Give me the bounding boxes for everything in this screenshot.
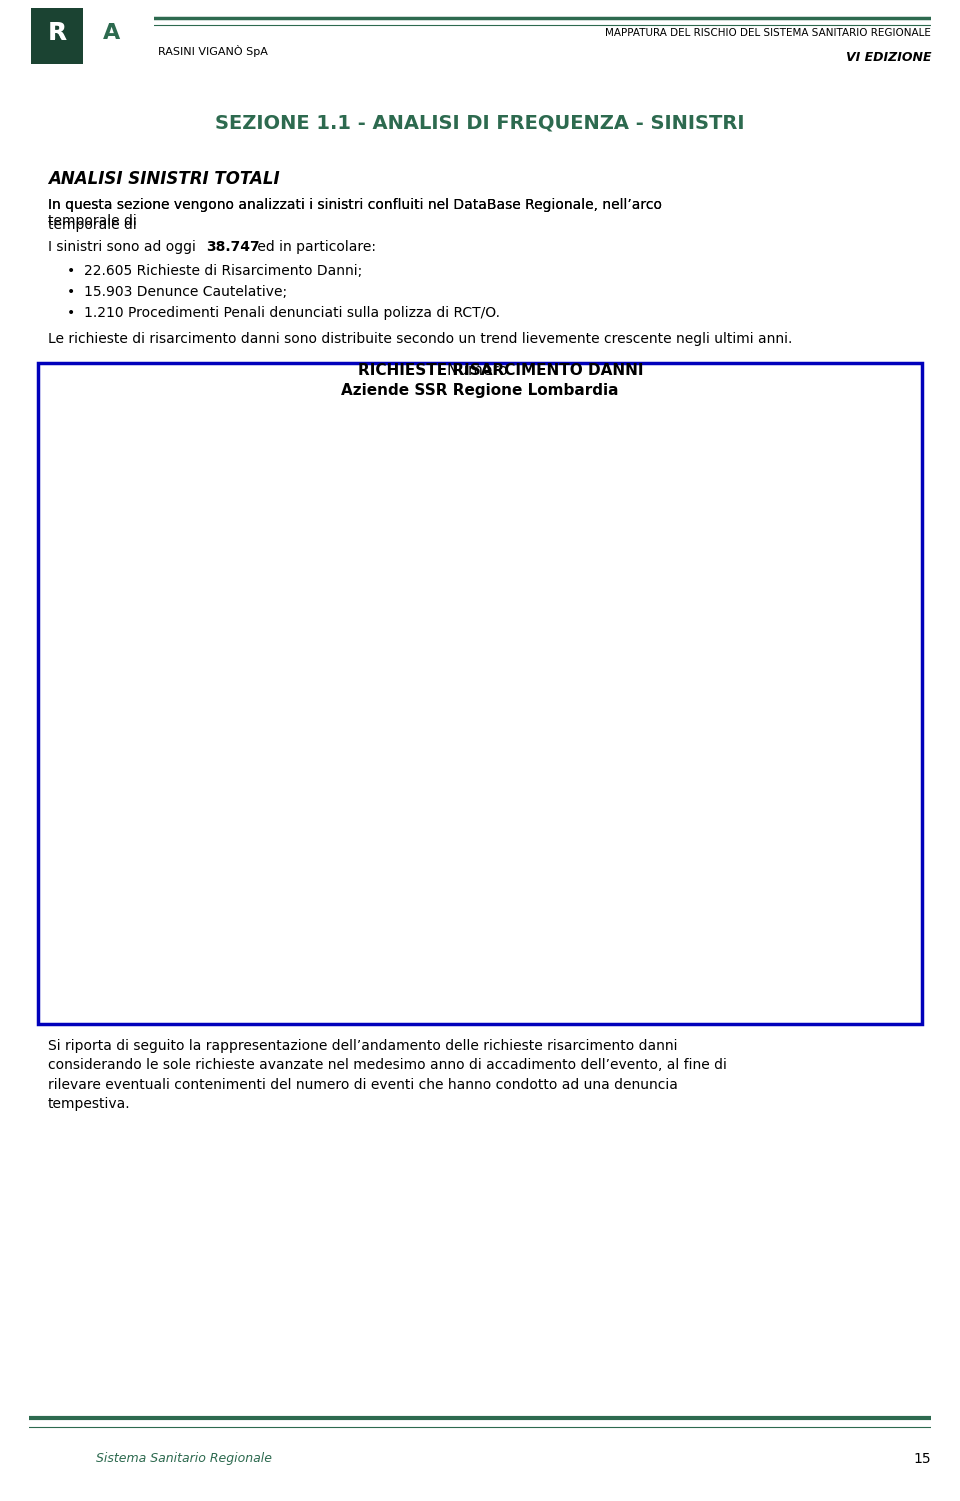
Bar (519, 503, 521, 998)
Bar (638, 495, 677, 998)
Ellipse shape (861, 980, 900, 991)
Bar (861, 459, 900, 998)
Text: ANALISI SINISTRI TOTALI: ANALISI SINISTRI TOTALI (48, 170, 279, 188)
Text: 2.012: 2.012 (342, 500, 378, 513)
Bar (648, 495, 653, 998)
Bar (872, 459, 876, 998)
Bar (564, 507, 603, 998)
Bar (266, 498, 305, 998)
Text: Si riporta di seguito la rappresentazione dell’andamento delle richieste risarci: Si riporta di seguito la rappresentazion… (48, 1039, 678, 1052)
Text: tempestiva.: tempestiva. (48, 1097, 131, 1111)
Bar (499, 503, 504, 998)
Text: 38.747: 38.747 (206, 240, 260, 254)
Text: rilevare eventuali contenimenti del numero di eventi che hanno condotto ad una d: rilevare eventuali contenimenti del nume… (48, 1078, 678, 1091)
Bar (96, 985, 922, 998)
Ellipse shape (415, 531, 454, 545)
Text: Sistema Sanitario Regionale: Sistema Sanitario Regionale (96, 1453, 272, 1465)
Bar (574, 507, 579, 998)
Bar (147, 615, 150, 998)
Text: 2.013: 2.013 (194, 500, 229, 512)
Ellipse shape (266, 980, 305, 991)
Bar (787, 467, 826, 998)
Bar (817, 467, 819, 998)
Text: I sinistri sono ad oggi: I sinistri sono ad oggi (48, 240, 201, 254)
Bar (668, 495, 670, 998)
Text: 1.940: 1.940 (417, 516, 452, 530)
Bar (891, 459, 894, 998)
Ellipse shape (415, 980, 454, 991)
Text: Le richieste di risarcimento danni sono distribuite secondo un trend lievemente : Le richieste di risarcimento danni sono … (48, 332, 792, 345)
Bar (296, 498, 299, 998)
Bar (350, 521, 355, 998)
Bar (742, 492, 745, 998)
Ellipse shape (787, 980, 826, 991)
Text: In questa sezione vengono analizzati i sinistri confluiti nel DataBase Regionale: In questa sezione vengono analizzati i s… (48, 198, 662, 212)
Bar (117, 615, 156, 998)
Ellipse shape (341, 980, 379, 991)
Bar (222, 521, 225, 998)
Bar (444, 537, 447, 998)
Text: R: R (48, 21, 67, 45)
Bar (192, 521, 230, 998)
Bar (341, 521, 379, 998)
Text: •  15.903 Denunce Cautelative;: • 15.903 Denunce Cautelative; (67, 285, 287, 299)
Text: 2.133: 2.133 (714, 471, 750, 483)
Text: A: A (103, 23, 120, 44)
Text: 2.239: 2.239 (788, 446, 824, 459)
Text: considerando le sole richieste avanzate nel medesimo anno di accadimento dell’ev: considerando le sole richieste avanzate … (48, 1058, 727, 1072)
Ellipse shape (490, 980, 528, 991)
Text: 2.088: 2.088 (491, 482, 527, 495)
Ellipse shape (638, 980, 677, 991)
Ellipse shape (638, 489, 677, 501)
Text: 15: 15 (914, 1451, 931, 1466)
Text: Numero: Numero (447, 363, 513, 378)
Text: R: R (49, 23, 66, 44)
Text: 2.120: 2.120 (639, 474, 676, 488)
Text: temporale di: temporale di (48, 218, 141, 231)
Bar (593, 507, 596, 998)
Bar (797, 467, 802, 998)
Bar (128, 615, 132, 998)
Ellipse shape (712, 486, 752, 498)
Ellipse shape (564, 980, 603, 991)
Bar (723, 492, 728, 998)
Text: 2.105: 2.105 (268, 477, 303, 491)
Text: •  1.210 Procedimenti Penali denunciati sulla polizza di RCT/O.: • 1.210 Procedimenti Penali denunciati s… (67, 306, 500, 320)
Ellipse shape (861, 453, 900, 467)
Ellipse shape (192, 515, 230, 527)
Ellipse shape (341, 515, 379, 527)
Text: RASINI VIGANÒ SpA: RASINI VIGANÒ SpA (158, 45, 268, 57)
Ellipse shape (564, 500, 603, 513)
Text: 1.612: 1.612 (119, 594, 155, 608)
Text: VI EDIZIONE: VI EDIZIONE (846, 51, 931, 63)
Text: 2.072: 2.072 (565, 485, 601, 498)
Text: In questa sezione vengono analizzati i sinistri confluiti nel DataBase Regionale: In questa sezione vengono analizzati i s… (48, 198, 662, 228)
Ellipse shape (117, 980, 156, 991)
Ellipse shape (192, 980, 230, 991)
Text: A: A (94, 21, 113, 45)
Bar (202, 521, 206, 998)
Bar (490, 503, 528, 998)
Bar (425, 537, 430, 998)
Text: SEZIONE 1.1 - ANALISI DI FREQUENZA - SINISTRI: SEZIONE 1.1 - ANALISI DI FREQUENZA - SIN… (215, 114, 745, 132)
Ellipse shape (712, 980, 752, 991)
Bar (276, 498, 281, 998)
Ellipse shape (787, 461, 826, 474)
Ellipse shape (490, 497, 528, 509)
Ellipse shape (266, 492, 305, 506)
Bar (31, 8, 83, 65)
Text: ed in particolare:: ed in particolare: (253, 240, 376, 254)
Text: •  22.605 Richieste di Risarcimento Danni;: • 22.605 Richieste di Risarcimento Danni… (67, 264, 363, 278)
Text: Aziende SSR Regione Lombardia: Aziende SSR Regione Lombardia (341, 383, 619, 398)
Bar (415, 537, 454, 998)
Ellipse shape (117, 609, 156, 623)
Text: 2.271: 2.271 (863, 438, 899, 452)
Text: RICHIESTE RISARCIMENTO DANNI: RICHIESTE RISARCIMENTO DANNI (316, 363, 644, 378)
Text: MAPPATURA DEL RISCHIO DEL SISTEMA SANITARIO REGIONALE: MAPPATURA DEL RISCHIO DEL SISTEMA SANITA… (606, 29, 931, 38)
Bar (712, 492, 752, 998)
Bar (371, 521, 373, 998)
